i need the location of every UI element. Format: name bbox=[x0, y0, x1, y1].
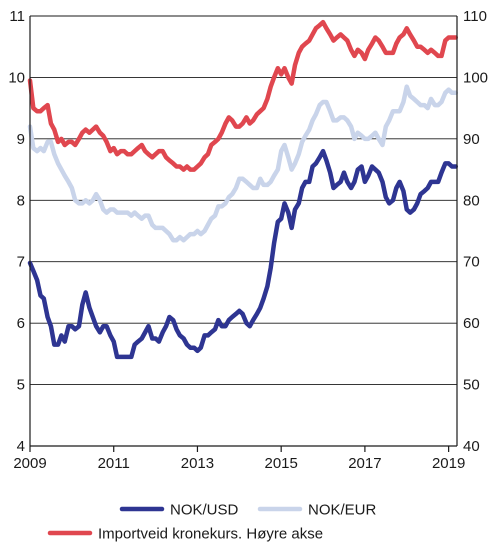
y-right-tick-label: 50 bbox=[463, 377, 480, 394]
y-left-tick-label: 6 bbox=[17, 315, 25, 332]
y-right-tick-label: 40 bbox=[463, 438, 480, 455]
legend: NOK/USD NOK/EUR Importveid kronekurs. Hø… bbox=[47, 502, 377, 543]
x-tick-label: 2019 bbox=[432, 455, 465, 472]
x-tick-label: 2013 bbox=[181, 455, 214, 472]
y-right-tick-label: 100 bbox=[463, 69, 488, 86]
series-line-nok-eur bbox=[27, 84, 458, 243]
x-tick-label: 2017 bbox=[348, 455, 381, 472]
axis-layer: 4 5 6 7 8 9 10 11 40 50 60 70 80 90 100 110 2009 2011 2013… bbox=[8, 8, 488, 472]
series-line-importveid-kronekurs-h-yre-akse bbox=[27, 19, 458, 172]
x-tick-label: 2009 bbox=[13, 455, 46, 472]
y-left-tick-label: 4 bbox=[17, 438, 25, 455]
y-right-tick-label: 80 bbox=[463, 192, 480, 209]
series-line-nok-usd bbox=[27, 148, 458, 360]
y-left-tick-label: 11 bbox=[9, 8, 25, 25]
y-left-tick-label: 7 bbox=[17, 254, 25, 271]
y-left-tick-label: 9 bbox=[17, 131, 25, 148]
legend-label-nok-usd: NOK/USD bbox=[170, 502, 239, 519]
y-right-tick-label: 60 bbox=[463, 315, 480, 332]
y-left-tick-label: 10 bbox=[8, 69, 25, 86]
y-right-tick-label: 110 bbox=[463, 8, 487, 25]
legend-label-import-weighted: Importveid kronekurs. Høyre akse bbox=[98, 526, 323, 543]
x-tick-label: 2011 bbox=[98, 455, 130, 472]
y-right-tick-label: 90 bbox=[463, 131, 480, 148]
series-layer bbox=[27, 19, 458, 360]
x-tick-label: 2015 bbox=[264, 455, 297, 472]
legend-label-nok-eur: NOK/EUR bbox=[308, 502, 377, 519]
y-left-tick-label: 8 bbox=[17, 192, 25, 209]
y-right-tick-label: 70 bbox=[463, 254, 480, 271]
y-left-tick-label: 5 bbox=[17, 377, 25, 394]
